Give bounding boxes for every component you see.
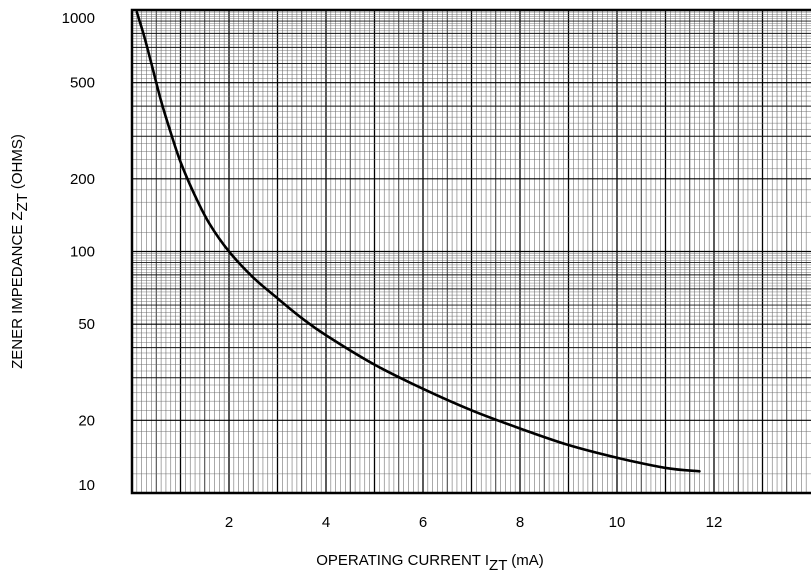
y-tick-label: 1000 bbox=[62, 10, 95, 27]
x-axis-title: OPERATING CURRENT IZT (mA) bbox=[316, 552, 544, 574]
x-axis-title-main: OPERATING CURRENT I bbox=[316, 552, 489, 569]
y-axis-title: ZENER IMPEDANCE ZZT (OHMS) bbox=[9, 134, 31, 369]
y-axis-title-main: ZENER IMPEDANCE Z bbox=[9, 211, 26, 369]
series-line-impedance bbox=[135, 10, 701, 473]
y-axis-title-subscript: ZT bbox=[14, 193, 31, 211]
x-axis-title-subscript: ZT bbox=[489, 557, 507, 574]
x-tick-label: 2 bbox=[225, 514, 233, 531]
plot-frame bbox=[130, 8, 811, 495]
y-axis-ticks: 10 20 50 100 200 500 1000 bbox=[62, 10, 95, 494]
x-tick-label: 4 bbox=[322, 514, 330, 531]
x-tick-label: 10 bbox=[609, 514, 626, 531]
y-tick-label: 100 bbox=[70, 244, 95, 261]
y-tick-label: 20 bbox=[78, 412, 95, 429]
x-axis-title-unit: (mA) bbox=[507, 552, 544, 569]
x-axis-ticks: 2 4 6 8 10 12 bbox=[225, 514, 723, 531]
chart-grid bbox=[132, 9, 811, 493]
chart-series-layer bbox=[135, 10, 701, 473]
y-tick-label: 50 bbox=[78, 316, 95, 333]
y-axis-title-unit: (OHMS) bbox=[9, 134, 26, 193]
y-tick-label: 500 bbox=[70, 75, 95, 92]
x-tick-label: 8 bbox=[516, 514, 524, 531]
x-tick-label: 6 bbox=[419, 514, 427, 531]
x-tick-label: 12 bbox=[706, 514, 723, 531]
y-tick-label: 10 bbox=[78, 477, 95, 494]
y-tick-label: 200 bbox=[70, 171, 95, 188]
